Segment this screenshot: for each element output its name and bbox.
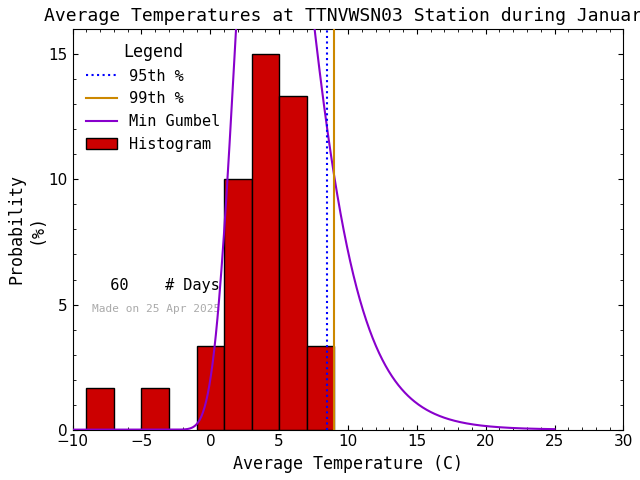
Y-axis label: Probability
(%): Probability (%): [7, 174, 45, 285]
Title: Average Temperatures at TTNVWSN03 Station during January: Average Temperatures at TTNVWSN03 Statio…: [44, 7, 640, 25]
Bar: [196, 346, 224, 430]
Bar: [224, 180, 252, 430]
Text: Made on 25 Apr 2025: Made on 25 Apr 2025: [92, 303, 220, 313]
Bar: [252, 54, 279, 430]
Legend: 95th %, 99th %, Min Gumbel, Histogram: 95th %, 99th %, Min Gumbel, Histogram: [80, 37, 227, 158]
Bar: [141, 388, 169, 430]
Bar: [279, 96, 307, 430]
Bar: [307, 346, 334, 430]
Text: 60    # Days: 60 # Days: [92, 277, 220, 292]
X-axis label: Average Temperature (C): Average Temperature (C): [233, 455, 463, 473]
Bar: [86, 388, 114, 430]
